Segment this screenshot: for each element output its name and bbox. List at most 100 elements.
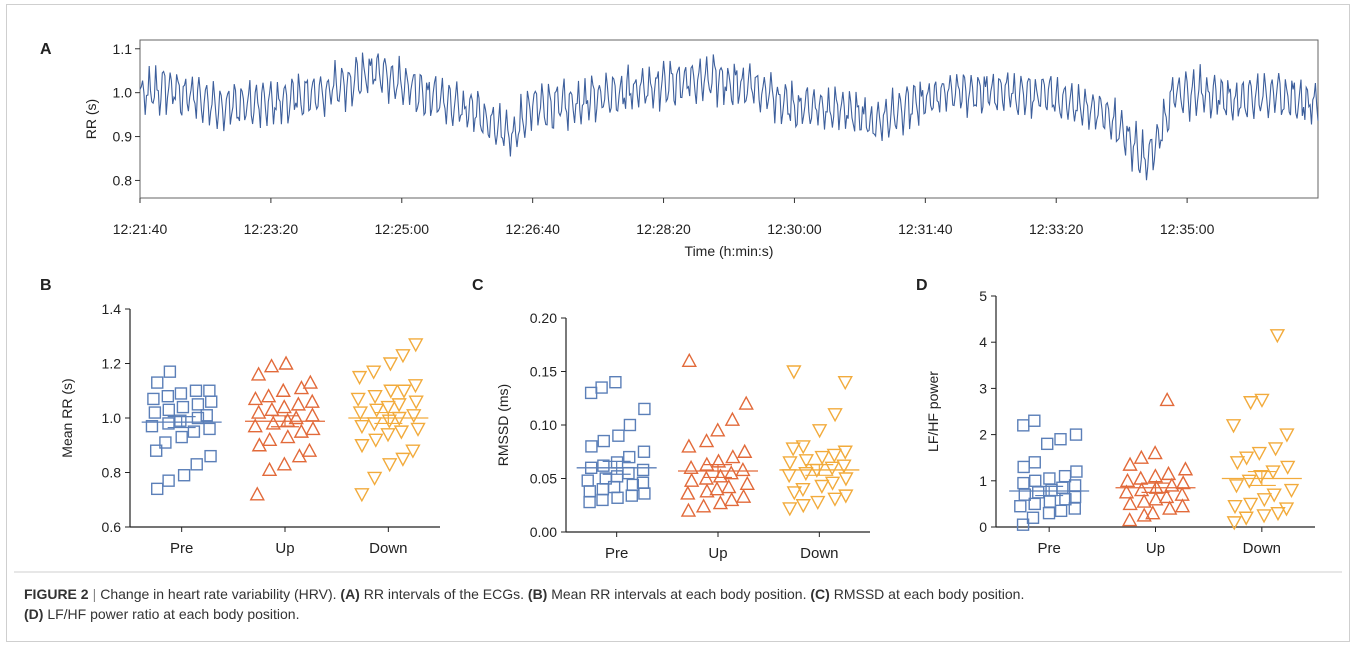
panel-d-up-point [1133, 470, 1149, 485]
panel-b-down-point [410, 422, 426, 437]
panel-b-pre-point [147, 392, 160, 406]
panel-d-up-point [1159, 391, 1175, 407]
panel-a-plot-frame [139, 39, 1319, 199]
panel-d-down-point [1226, 516, 1242, 531]
panel-c-pre-point [583, 485, 596, 498]
caption-title: Change in heart rate variability (HRV). [100, 586, 337, 602]
panel-b-down-point [395, 349, 411, 364]
panel-c-up-point [725, 449, 741, 464]
panel-b-pre-point [162, 474, 175, 487]
panel-c-up-point [698, 433, 715, 448]
panel-c-category-label-down: Down [800, 545, 838, 562]
panel-d-up-point [1121, 512, 1138, 527]
panel-b-up-point [293, 423, 310, 438]
panel-c-pre-point [638, 487, 651, 500]
panel-b-pre-point [162, 417, 175, 430]
panel-c-pre-point [597, 459, 610, 472]
panel-b-down-point [382, 458, 398, 473]
panel-b-pre-point [174, 414, 187, 427]
panel-c-down-point [826, 448, 843, 463]
panel-b-pre-point [174, 387, 188, 400]
panel-d-down-point [1242, 497, 1259, 512]
panel-c-pre-point [583, 495, 596, 509]
panel-c-up-point [680, 485, 696, 500]
panel-c-up-point [699, 483, 715, 498]
panel-d-up-point [1160, 465, 1177, 481]
panel-c-pre-point [609, 376, 622, 389]
panel-b-pre-point [163, 365, 177, 378]
panel-b-up-point [250, 366, 267, 381]
panel-d-up-point [1158, 489, 1175, 504]
caption-text-d: LF/HF power ratio at each body position. [47, 606, 300, 622]
panel-b-category-label-up: Up [275, 540, 294, 557]
panel-c-ytick-label: 0.05 [530, 471, 557, 487]
panel-b-pre-point [200, 409, 213, 422]
panel-d-pre-point [1017, 476, 1030, 490]
panel-d-down-point [1270, 506, 1286, 522]
panel-b-down-point [393, 425, 410, 440]
panel-b-pre-point [176, 400, 190, 414]
panel-d-pre-point [1032, 486, 1045, 499]
panel-d-pre-point [1028, 414, 1041, 427]
panel-d-category-label-down: Down [1243, 540, 1281, 557]
panel-b-pre-point [149, 444, 163, 457]
panel-d-up-point [1177, 461, 1194, 476]
panel-d-ytick-label: 3 [979, 380, 987, 396]
panel-b-up-point [263, 358, 280, 373]
panel-d-pre-point [1016, 518, 1030, 531]
panel-d-pre-point [1043, 472, 1056, 485]
panel-c-up-point [735, 488, 752, 503]
panel-c-down-point [814, 479, 830, 494]
panel-b-up-point [264, 401, 280, 417]
panel-b-up-point [261, 431, 278, 446]
panel-d-down-point [1227, 500, 1243, 515]
panel-c-down-point [827, 408, 843, 423]
panel-c-up-point [737, 443, 753, 458]
panel-d-ytick-label: 0 [979, 519, 987, 535]
panel-c-up-point [710, 422, 726, 437]
panel-b-down-point [354, 488, 370, 503]
panel-d-pre-point [1026, 511, 1040, 524]
panel-b-up-point [247, 390, 264, 406]
panel-c-pre-point [637, 445, 651, 458]
panel-b-up-point [251, 437, 268, 452]
panel-b-category-label-down: Down [369, 540, 407, 557]
panel-d-pre-point [1042, 506, 1056, 520]
panel-d-pre-point [1054, 433, 1067, 446]
panel-b-pre-point [190, 458, 203, 471]
panel-c-up-point [738, 395, 754, 410]
panel-c-up-point [709, 481, 725, 496]
panel-c-down-point [837, 445, 853, 460]
panel-c-up-point [724, 411, 741, 426]
caption-text-b: Mean RR intervals at each body position. [551, 586, 807, 602]
panel-d-pre-point [1014, 500, 1027, 513]
panel-d-down-point [1241, 474, 1257, 489]
panel-d-up-point [1136, 493, 1152, 508]
panel-b-up-point [247, 418, 263, 433]
panel-c-up-point [681, 438, 697, 453]
panel-b-down-point [381, 414, 398, 429]
panel-a-xlabel: Time (h:min:s) [685, 243, 774, 259]
panel-d-up-point [1174, 498, 1191, 513]
panel-c-ytick-label: 0.10 [530, 417, 557, 433]
panel-d-down-point [1242, 396, 1259, 411]
panel-b-pre-point [203, 384, 216, 397]
panel-b-up-point [288, 410, 304, 425]
panel-d-down-point [1266, 488, 1282, 503]
panel-b-down-point [408, 338, 424, 353]
panel-c-down-point [798, 454, 814, 469]
panel-b-up-point [265, 415, 281, 430]
panel-d-up-point [1122, 456, 1138, 471]
panel-b-up-point [261, 461, 278, 476]
panel-a-xtick-label: 12:25:00 [375, 221, 430, 237]
panel-c-up-point [739, 475, 755, 491]
panel-a-xtick-label: 12:26:40 [505, 221, 560, 237]
figure-frame [6, 4, 1350, 642]
panel-d-up-point [1118, 484, 1135, 499]
panel-d-pre-point [1043, 495, 1057, 508]
panel-b-up-point [260, 388, 277, 403]
panel-c-down-point [782, 456, 798, 471]
panel-b-down-point [365, 365, 382, 380]
panel-c-pre-point [623, 450, 636, 464]
panel-d-pre-point [1029, 474, 1042, 487]
